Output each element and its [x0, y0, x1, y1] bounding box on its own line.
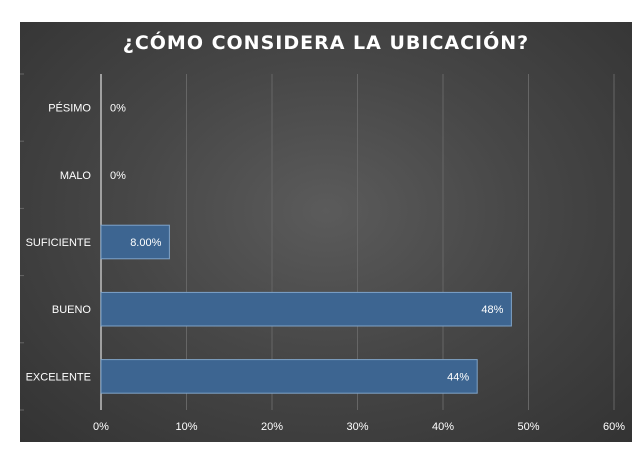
category-label: EXCELENTE — [26, 371, 91, 383]
x-tick-label: 20% — [261, 421, 283, 433]
data-label: 48% — [481, 304, 503, 316]
x-tick-label: 50% — [517, 421, 539, 433]
category-label: SUFICIENTE — [26, 237, 91, 249]
bar — [100, 224, 170, 260]
x-tick-label: 40% — [432, 421, 454, 433]
data-label: 44% — [447, 371, 469, 383]
category-label: BUENO — [52, 304, 92, 316]
chart-title: ¿CÓMO CONSIDERA LA UBICACIÓN? — [122, 32, 530, 54]
data-label: 0% — [110, 170, 126, 182]
data-label: 0% — [110, 103, 126, 115]
x-tick-label: 30% — [346, 421, 368, 433]
bar — [100, 359, 478, 394]
category-label: MALO — [60, 170, 92, 182]
category-label: PÉSIMO — [48, 102, 91, 115]
chart-area: ¿CÓMO CONSIDERA LA UBICACIÓN? 0% 10% 20% 30… — [20, 22, 632, 442]
bar-chart: 0% 10% 20% 30% 40% 50% 60% PÉSIMO 0% MALO 0% SUFICI… — [20, 73, 625, 433]
x-tick-label: 10% — [175, 421, 197, 433]
x-tick-label: 0% — [93, 421, 109, 433]
bar — [100, 291, 512, 327]
x-tick-label: 60% — [603, 421, 625, 433]
data-label: 8.00% — [130, 237, 161, 249]
